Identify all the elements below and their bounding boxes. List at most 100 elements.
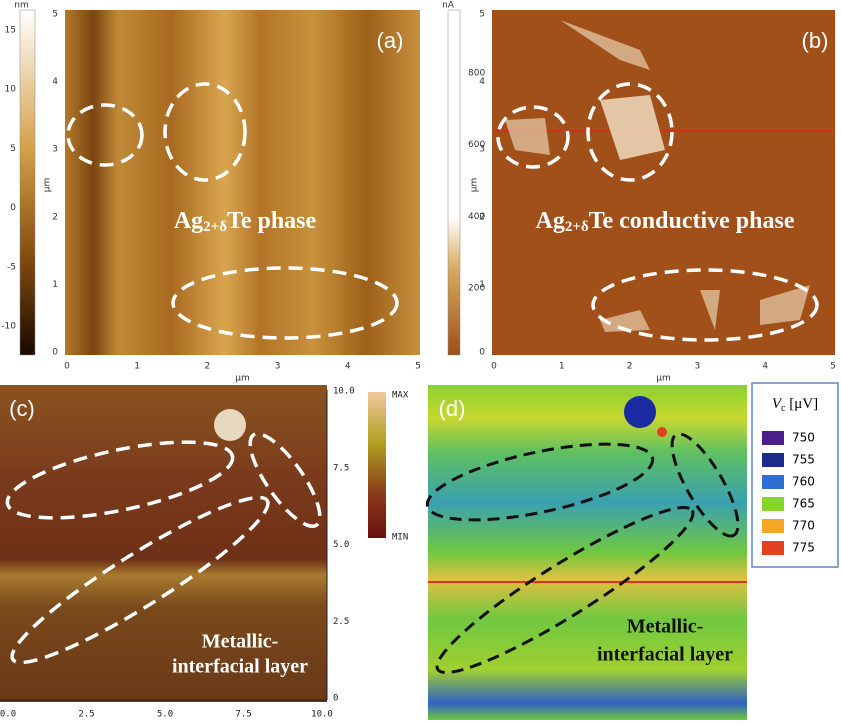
y-axis-label: μm: [470, 178, 480, 193]
colorbar-tick: 200: [468, 284, 485, 294]
legend-swatch: [762, 475, 784, 489]
x-tick-label: 7.5: [235, 710, 251, 720]
conductive-region: [505, 118, 550, 155]
legend-swatch: [762, 431, 784, 445]
conductive-region: [560, 20, 810, 332]
colorbar-min: MIN: [392, 533, 408, 543]
highlight: [10, 495, 270, 665]
highlight: [591, 268, 819, 342]
x-tick-label: 5: [830, 362, 836, 372]
x-tick-label: 2: [627, 362, 633, 372]
y-tick-label: 5: [52, 10, 58, 20]
y-tick-label: 7.5: [333, 463, 349, 473]
panel-label: (c): [9, 396, 35, 421]
legend-swatch: [762, 497, 784, 511]
highlight: [496, 105, 570, 169]
annotation: Ag2+δTe conductive phase: [536, 208, 795, 236]
x-tick-label: 2.5: [78, 710, 94, 720]
highlight: [435, 506, 695, 674]
x-tick-label: 4: [762, 362, 768, 372]
colorbar: [368, 392, 386, 538]
y-tick-label: 2: [479, 212, 485, 222]
legend-swatch: [762, 541, 784, 555]
highlight: [425, 442, 655, 522]
x-tick-label: 4: [345, 362, 351, 372]
y-tick-label: 4: [479, 77, 485, 87]
x-tick-label: 3: [275, 362, 281, 372]
highlight: [5, 440, 235, 520]
colorbar: [19, 9, 36, 356]
legend-label: 750: [792, 431, 815, 445]
panel-label: (b): [802, 28, 829, 53]
afm-image: [65, 10, 420, 355]
legend-label: 765: [792, 497, 815, 511]
y-tick-label: 3: [479, 145, 485, 155]
x-tick-label: 2: [205, 362, 211, 372]
y-tick-label: 0: [52, 348, 58, 358]
particle: [214, 409, 246, 441]
conductive-region: [600, 95, 665, 160]
colorbar: [447, 9, 461, 356]
x-tick-label: 0: [491, 362, 497, 372]
x-tick-label: 5.0: [157, 710, 173, 720]
y-tick-label: 10.0: [333, 387, 355, 397]
colorbar-tick: 800: [468, 69, 485, 79]
highlight: [586, 82, 674, 182]
highlight: [670, 432, 740, 538]
panel-label: (d): [439, 396, 466, 421]
highlight: [163, 82, 247, 182]
x-tick-label: 5: [415, 362, 421, 372]
highlight: [171, 266, 399, 340]
annotation: Metallic-: [202, 631, 279, 653]
colorbar-tick: -10: [1, 322, 16, 332]
colorbar-tick: 400: [468, 212, 485, 222]
y-axis-label: μm: [43, 178, 53, 193]
y-tick-label: 0: [333, 694, 338, 704]
legend-label: 770: [792, 519, 815, 533]
y-tick-label: 0: [479, 348, 485, 358]
legend-label: 760: [792, 475, 815, 489]
colorbar-tick: 600: [468, 140, 485, 150]
x-tick-label: 1: [134, 362, 140, 372]
y-tick-label: 2.5: [333, 617, 349, 627]
vc-map: [428, 385, 747, 720]
legend-label: 755: [792, 453, 815, 467]
annotation: Metallic-: [627, 616, 704, 638]
annotation: Ag2+δTe phase: [174, 208, 317, 236]
colorbar-max: MAX: [392, 391, 409, 401]
y-tick-label: 2: [52, 212, 58, 222]
legend-label: 775: [792, 541, 815, 555]
colorbar-unit: nA: [442, 1, 455, 11]
x-tick-label: 0.0: [0, 710, 16, 720]
legend-swatch: [762, 453, 784, 467]
x-tick-label: 10.0: [311, 710, 333, 720]
legend-swatch: [762, 519, 784, 533]
colorbar-tick: 15: [5, 26, 16, 36]
legend-title: Vc [μV]: [772, 396, 818, 414]
x-axis-label: μm: [656, 374, 671, 384]
annotation: interfacial layer: [172, 656, 308, 678]
colorbar-tick: 10: [5, 85, 17, 95]
colorbar-tick: 5: [10, 144, 16, 154]
annotation: interfacial layer: [597, 644, 733, 666]
colorbar-unit: nm: [14, 1, 28, 11]
afm-image: [0, 385, 327, 702]
y-tick-label: 3: [52, 145, 58, 155]
particle: [624, 396, 656, 428]
y-tick-label: 4: [52, 77, 58, 87]
colorbar-tick: -5: [7, 262, 16, 272]
x-axis-label: μm: [235, 374, 250, 384]
particle: [657, 427, 667, 437]
panel-label: (a): [377, 28, 404, 53]
highlight: [66, 103, 144, 167]
x-tick-label: 0: [64, 362, 70, 372]
x-tick-label: 1: [559, 362, 565, 372]
y-tick-label: 1: [52, 280, 58, 290]
highlight: [248, 432, 322, 528]
x-tick-label: 3: [695, 362, 701, 372]
colorbar-tick: 0: [10, 203, 16, 213]
y-tick-label: 5: [479, 10, 485, 20]
y-tick-label: 5.0: [333, 540, 349, 550]
y-tick-label: 1: [479, 280, 485, 290]
